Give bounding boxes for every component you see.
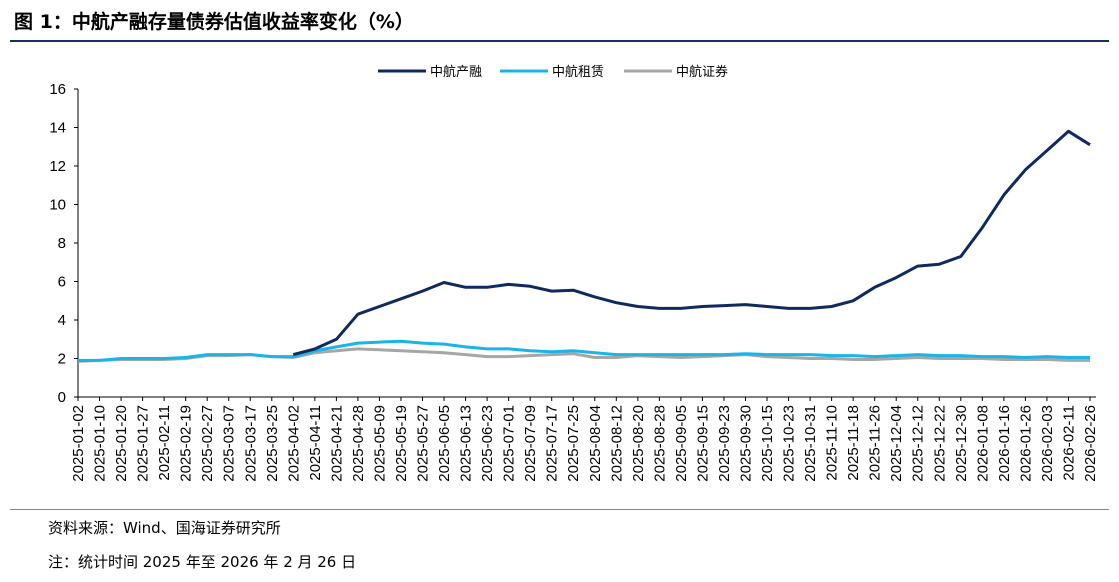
y-tick-label: 0	[58, 389, 66, 406]
x-tick-label: 2025-01-20	[113, 405, 130, 482]
legend-label: 中航证券	[676, 64, 728, 80]
x-tick-label: 2025-04-21	[328, 405, 345, 482]
date-note: 注：统计时间 2025 年至 2026 年 2 月 26 日	[48, 553, 357, 571]
x-tick-label: 2025-08-12	[608, 405, 625, 482]
x-tick-label: 2025-06-05	[436, 405, 453, 482]
x-tick-label: 2025-11-18	[845, 405, 862, 481]
x-tick-label: 2025-01-02	[70, 405, 87, 482]
x-tick-label: 2025-03-25	[264, 405, 281, 482]
x-tick-label: 2025-12-04	[888, 405, 905, 482]
x-tick-label: 2025-08-20	[630, 405, 647, 482]
x-tick-label: 2025-09-30	[737, 405, 754, 482]
x-tick-label: 2025-02-19	[178, 405, 195, 482]
x-tick-label: 2025-06-13	[458, 405, 475, 482]
y-tick-label: 8	[58, 235, 66, 252]
source-note: 资料来源：Wind、国海证券研究所	[48, 519, 281, 537]
x-tick-label: 2025-07-09	[522, 405, 539, 482]
y-tick-label: 12	[49, 158, 66, 175]
x-tick-label: 2026-02-03	[1039, 405, 1056, 482]
x-tick-label: 2025-02-11	[156, 405, 173, 481]
y-tick-label: 16	[49, 81, 66, 98]
x-tick-label: 2025-08-04	[587, 405, 604, 482]
series-line-1	[292, 129, 1091, 357]
x-tick-label: 2026-02-26	[1082, 405, 1099, 482]
x-tick-label: 2025-07-17	[544, 405, 561, 482]
x-tick-label: 2025-01-27	[135, 405, 152, 482]
x-tick-label: 2025-07-01	[501, 405, 518, 482]
x-tick-label: 2026-02-11	[1060, 405, 1077, 481]
series-line-2	[78, 339, 1090, 362]
figure-title: 图 1：中航产融存量债券估值收益率变化（%）	[14, 11, 414, 33]
x-tick-label: 2025-10-15	[759, 405, 776, 482]
x-tick-label: 2026-01-08	[974, 405, 991, 482]
y-tick-label: 10	[49, 197, 66, 214]
x-tick-label: 2025-11-10	[824, 405, 841, 481]
y-tick-label: 4	[58, 312, 66, 329]
title-divider	[10, 40, 1109, 42]
x-tick-label: 2026-01-16	[996, 405, 1013, 482]
x-tick-label: 2025-08-28	[651, 405, 668, 482]
x-tick-label: 2025-05-27	[415, 405, 432, 482]
x-tick-label: 2025-05-19	[393, 405, 410, 482]
x-tick-label: 2025-10-31	[802, 405, 819, 482]
x-tick-label: 2025-01-10	[92, 405, 109, 482]
footer-divider	[10, 509, 1109, 510]
x-tick-label: 2025-11-26	[867, 405, 884, 481]
x-tick-label: 2025-12-30	[953, 405, 970, 482]
x-tick-label: 2025-09-23	[716, 405, 733, 482]
x-tick-label: 2025-04-28	[350, 405, 367, 482]
x-tick-label: 2025-06-23	[479, 405, 496, 482]
legend-label: 中航租赁	[552, 64, 604, 80]
x-tick-label: 2026-01-26	[1017, 405, 1034, 482]
y-tick-label: 6	[58, 274, 66, 291]
x-tick-label: 2025-04-02	[285, 405, 302, 482]
x-tick-label: 2025-09-15	[694, 405, 711, 482]
x-tick-label: 2025-12-12	[910, 405, 927, 482]
legend-label: 中航产融	[430, 64, 482, 80]
x-tick-label: 2025-04-11	[307, 405, 324, 481]
x-tick-label: 2025-12-22	[931, 405, 948, 482]
x-tick-label: 2025-05-09	[371, 405, 388, 482]
x-tick-label: 2025-03-17	[242, 405, 259, 482]
x-tick-label: 2025-10-23	[781, 405, 798, 482]
x-tick-label: 2025-09-05	[673, 405, 690, 482]
x-tick-label: 2025-02-27	[199, 405, 216, 482]
x-tick-label: 2025-03-07	[221, 405, 238, 482]
y-tick-label: 2	[58, 351, 66, 368]
x-tick-label: 2025-07-25	[565, 405, 582, 482]
y-tick-label: 14	[49, 120, 66, 137]
